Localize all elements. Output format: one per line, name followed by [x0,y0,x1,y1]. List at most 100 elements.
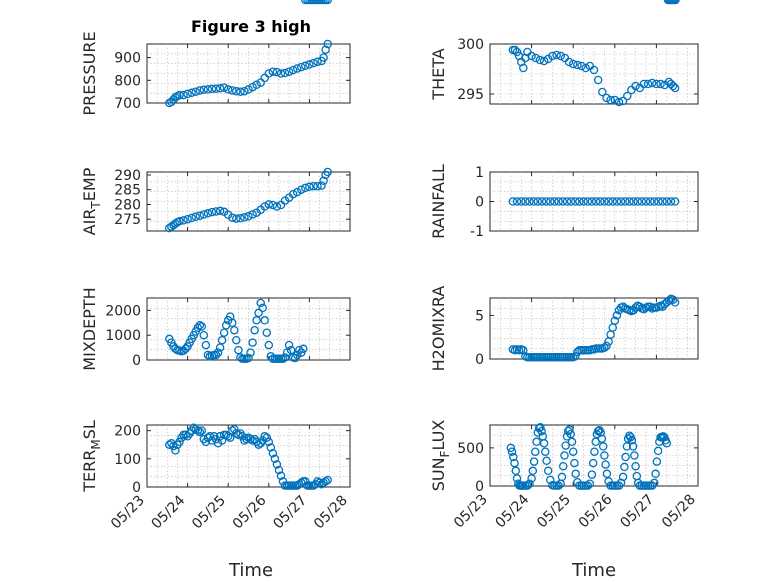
data-point [250,325,259,335]
data-point [260,432,269,441]
data-point [262,433,272,442]
data-point [628,442,638,451]
y-tick-label: 0 [132,353,141,369]
data-point [554,197,563,206]
data-point [610,316,620,325]
subplot-6: 0 5 H2OMIXRA [429,286,699,371]
data-point [319,176,328,186]
data-point [244,212,253,221]
data-point [565,425,574,434]
subplot-2: 295 300 THETA [429,37,699,107]
data-point [614,97,624,107]
data-point [217,436,227,445]
data-point [589,65,599,75]
data-point [558,461,568,471]
data-point [662,197,672,206]
data-point [541,447,550,456]
data-point [598,87,607,97]
data-point [588,458,598,468]
data-point [268,67,278,76]
data-point [558,197,568,206]
data-point [625,431,634,440]
data-point [670,197,680,206]
data-point [201,437,211,447]
data-point [278,354,288,364]
data-point [546,197,555,206]
data-point [187,88,196,98]
data-point [215,432,225,441]
data-point [552,50,561,60]
data-point [288,189,298,199]
data-point [533,197,543,206]
data-point [571,197,580,206]
data-point [630,451,639,460]
y-tick-label: 100 [114,452,141,468]
data-point [542,456,551,466]
data-point [641,197,651,206]
data-point [653,446,663,456]
data-point [321,45,330,54]
data-point [230,424,239,434]
y-tick-label: 0 [475,479,484,495]
data-point [639,79,649,89]
data-point [207,84,217,94]
data-point [258,303,267,313]
y-tick-label: 500 [457,441,484,457]
x-tick-label: 05/28 [311,493,351,533]
data-point [602,341,611,351]
data-point [215,206,225,216]
data-point [608,197,617,206]
data-point [292,350,302,360]
data-point [525,479,534,488]
data-point [175,90,184,100]
data-point [272,67,282,77]
data-point [171,219,180,228]
data-point [297,185,306,194]
data-point [557,472,567,482]
data-point [521,197,530,206]
data-point [618,472,628,482]
y-tick-label: -1 [470,224,484,240]
data-point [633,197,642,206]
y-tick-label: 290 [114,168,141,184]
data-point [236,353,245,362]
data-point [610,95,620,105]
data-point [595,197,605,206]
data-point [529,457,539,466]
data-point [560,451,569,460]
data-point [662,439,672,448]
data-point [179,90,188,100]
data-point [230,325,239,335]
y-axis-label: TERRMSL [80,420,103,493]
data-point [199,210,209,219]
y-tick-label: 2000 [105,303,141,319]
data-point [272,202,282,211]
data-point [268,200,278,210]
data-point [670,83,680,93]
x-tick-label: 05/27 [617,492,657,532]
data-point [621,452,630,462]
data-point [232,86,241,96]
data-point [509,452,518,462]
data-point [587,197,597,206]
data-point [620,462,629,472]
data-point [309,58,318,68]
data-point [203,350,213,360]
data-point [276,69,286,78]
data-point [252,80,261,90]
y-tick-label: 900 [114,51,141,67]
data-point [276,471,286,480]
data-point [510,45,520,55]
data-point [215,84,225,93]
data-point [195,211,205,220]
data-point [228,213,237,222]
data-point [618,302,628,311]
data-point [284,67,294,76]
data-point [266,443,276,452]
data-point [201,340,211,350]
data-point [321,477,330,486]
x-tick-label: 05/25 [534,492,574,532]
data-point [244,353,253,363]
y-axis-label: AIRTEMP [80,167,103,235]
